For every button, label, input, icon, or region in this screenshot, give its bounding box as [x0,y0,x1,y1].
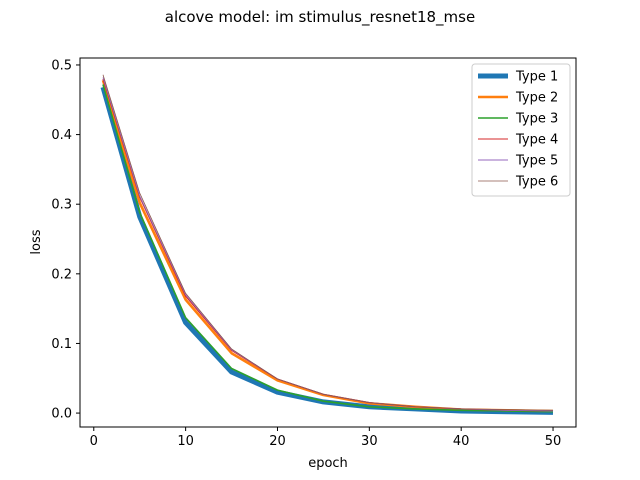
y-tick-label: 0.3 [51,198,72,213]
x-axis-label: epoch [308,456,348,471]
x-tick-label: 20 [269,434,286,449]
x-tick-label: 30 [361,434,378,449]
y-tick-label: 0.1 [51,337,72,352]
x-tick-label: 50 [545,434,562,449]
legend-label-type-3: Type 3 [515,112,558,127]
y-tick-label: 0.0 [51,407,72,422]
chart-title: alcove model: im stimulus_resnet18_mse [165,8,475,27]
legend-label-type-5: Type 5 [515,154,558,169]
plot-frame [79,57,577,428]
series-line-type-6 [102,74,554,411]
legend-label-type-4: Type 4 [515,133,558,148]
x-tick-label: 40 [453,434,470,449]
legend-label-type-2: Type 2 [515,91,558,106]
y-axis-label: loss [29,229,44,254]
legend-label-type-1: Type 1 [515,70,558,85]
x-axis-ticks: 0 10 20 30 40 50 [90,427,562,449]
legend: Type 1 Type 2 Type 3 Type 4 Type 5 Type 6 [471,63,571,197]
x-tick-label: 0 [90,434,98,449]
series-line-type-3 [102,84,554,413]
y-tick-label: 0.2 [51,267,72,282]
y-tick-label: 0.5 [51,58,72,73]
y-tick-label: 0.4 [51,128,72,143]
series-layer [100,74,554,415]
y-axis-ticks: 0.0 0.1 0.2 0.3 0.4 0.5 [51,58,80,422]
x-tick-label: 10 [177,434,194,449]
legend-label-type-6: Type 6 [515,175,558,190]
